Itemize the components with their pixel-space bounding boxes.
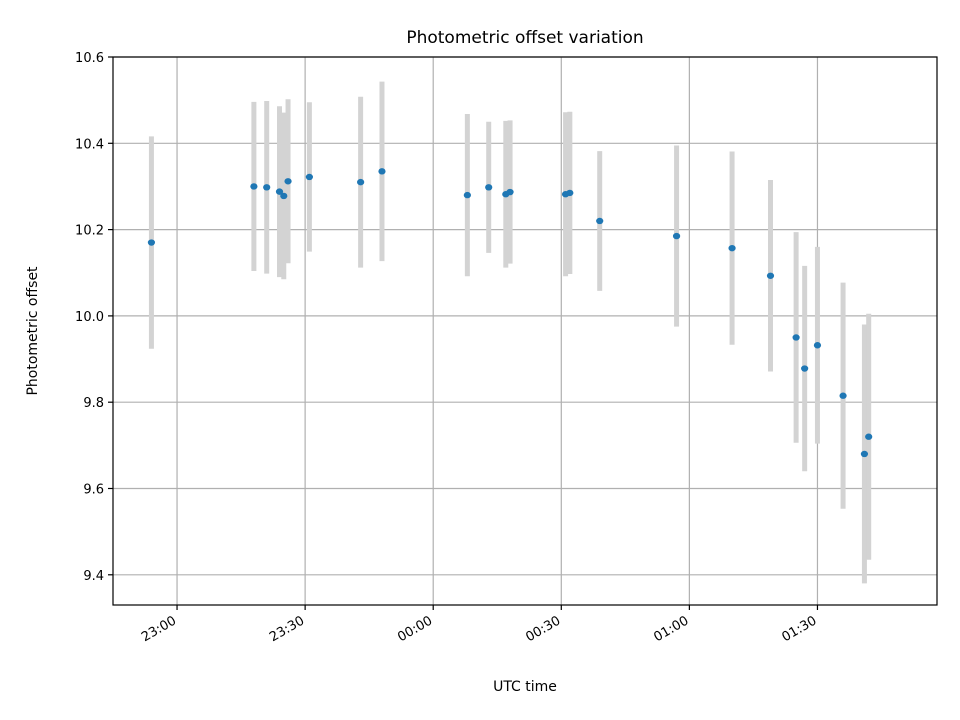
- chart-title: Photometric offset variation: [406, 28, 643, 48]
- data-point: [250, 183, 258, 190]
- data-point: [596, 217, 604, 225]
- x-axis-label: UTC time: [493, 679, 557, 695]
- y-axis-label: Photometric offset: [25, 266, 41, 396]
- data-point: [378, 168, 386, 175]
- data-point: [566, 189, 574, 197]
- data-point: [485, 184, 493, 191]
- data-point: [305, 173, 313, 181]
- y-tick-label: 10.4: [75, 137, 104, 152]
- data-point: [284, 178, 292, 185]
- y-tick-label: 9.4: [83, 569, 104, 584]
- marker-layer: [147, 168, 873, 458]
- data-point: [839, 392, 847, 399]
- data-point: [263, 184, 271, 191]
- data-point: [728, 244, 736, 252]
- data-point: [275, 188, 284, 195]
- data-point: [792, 334, 800, 341]
- y-tick-label: 10.2: [75, 224, 104, 239]
- data-point: [860, 450, 869, 458]
- data-point: [813, 342, 822, 349]
- data-point: [463, 191, 471, 199]
- y-tick-label: 10.6: [75, 51, 104, 66]
- data-point: [766, 272, 775, 279]
- y-tick-label: 10.0: [75, 310, 104, 325]
- y-tick-label: 9.8: [83, 396, 104, 411]
- data-point: [865, 433, 873, 440]
- data-point: [357, 178, 365, 186]
- grid-layer: [113, 56, 937, 605]
- data-point: [280, 192, 288, 200]
- data-point: [672, 232, 681, 240]
- data-point: [506, 188, 514, 196]
- plot-frame: [112, 56, 938, 606]
- data-point: [801, 365, 809, 372]
- data-point: [147, 239, 156, 246]
- y-tick-label: 9.6: [83, 482, 104, 497]
